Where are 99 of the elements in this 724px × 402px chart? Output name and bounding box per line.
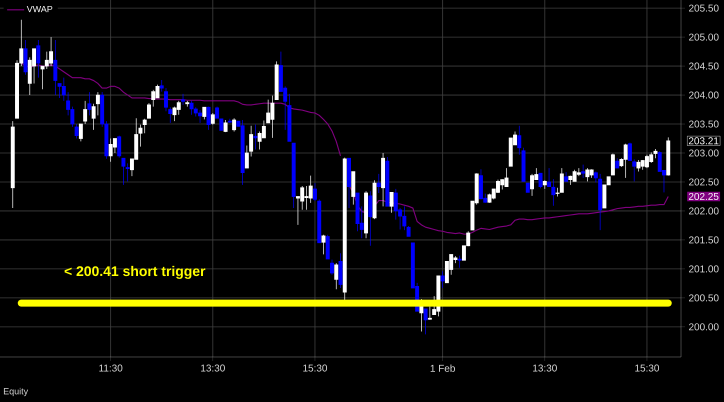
candlestick bbox=[121, 158, 126, 186]
candlestick bbox=[424, 308, 428, 335]
candlestick bbox=[381, 152, 386, 207]
candlestick bbox=[610, 153, 615, 176]
candlestick bbox=[74, 124, 79, 139]
x-tick-label: 15:30 bbox=[303, 364, 328, 372]
x-tick-label: 13:30 bbox=[201, 364, 225, 372]
candlestick bbox=[654, 148, 658, 159]
candlestick bbox=[215, 106, 220, 119]
candlestick bbox=[551, 178, 556, 206]
candlestick bbox=[522, 147, 526, 182]
candlestick bbox=[560, 168, 564, 193]
candlestick bbox=[458, 255, 462, 268]
candlestick bbox=[224, 120, 228, 132]
candlestick bbox=[49, 36, 54, 66]
candlestick bbox=[249, 125, 254, 157]
y-tick-label: 204.00 bbox=[689, 92, 719, 99]
candlestick bbox=[83, 100, 88, 124]
candlestick bbox=[628, 142, 632, 161]
candlestick bbox=[547, 168, 552, 187]
y-tick-label: 203.00 bbox=[689, 149, 719, 157]
candlestick bbox=[232, 118, 236, 132]
candlestick bbox=[24, 40, 28, 76]
candlestick bbox=[624, 143, 628, 178]
candlestick bbox=[615, 158, 620, 168]
candlestick bbox=[202, 106, 206, 120]
candlestick bbox=[330, 259, 334, 276]
candlestick bbox=[313, 182, 317, 202]
candlestick bbox=[538, 172, 543, 189]
ref-line-label: < 200.41 short trigger bbox=[64, 266, 206, 279]
candlestick bbox=[338, 252, 342, 288]
candlestick bbox=[385, 156, 390, 207]
text: Equity bbox=[4, 388, 28, 396]
candlestick bbox=[322, 234, 326, 255]
candlestick bbox=[572, 169, 577, 182]
candlestick bbox=[636, 160, 640, 172]
candlestick bbox=[372, 180, 377, 220]
candlestick bbox=[287, 94, 292, 142]
candlestick bbox=[564, 172, 568, 182]
candlestick bbox=[160, 80, 164, 92]
candlestick bbox=[428, 306, 432, 320]
candlestick bbox=[585, 168, 590, 182]
x-tick-label: 15:30 bbox=[635, 364, 660, 372]
y-tick-label: 205.50 bbox=[689, 4, 719, 12]
candlestick bbox=[376, 174, 381, 194]
candlestick bbox=[92, 103, 96, 130]
candlestick bbox=[219, 118, 224, 131]
candlestick bbox=[402, 206, 406, 230]
candlestick bbox=[198, 110, 202, 124]
candlestick bbox=[594, 171, 598, 183]
y-tick-label: 200.50 bbox=[689, 294, 719, 302]
y-tick-label: 203.50 bbox=[689, 120, 719, 128]
y-tick-label: 201.50 bbox=[689, 236, 719, 244]
candlestick bbox=[210, 112, 215, 125]
y-tick-label: 201.00 bbox=[689, 265, 719, 272]
candlestick bbox=[253, 124, 258, 150]
candlestick bbox=[390, 192, 394, 214]
candlestick bbox=[504, 168, 508, 187]
candlestick bbox=[581, 164, 586, 178]
candlestick bbox=[206, 106, 211, 130]
candlestick bbox=[147, 102, 151, 119]
candlestick bbox=[96, 92, 100, 116]
candlestick bbox=[364, 190, 368, 239]
candlestick bbox=[168, 106, 172, 124]
legend-label: VWAP bbox=[26, 6, 52, 12]
y-tick-label: 200.00 bbox=[689, 323, 719, 330]
candlestick bbox=[598, 174, 602, 230]
candlestick bbox=[181, 94, 185, 106]
candlestick bbox=[478, 168, 483, 200]
y-tick-label: 205.00 bbox=[689, 34, 719, 41]
y-tick-label: 204.50 bbox=[689, 62, 719, 70]
y-tick-label: 202.00 bbox=[689, 207, 719, 214]
candlestick bbox=[440, 270, 445, 288]
candlestick bbox=[644, 154, 649, 168]
text: 203.21 bbox=[688, 137, 718, 144]
x-tick-label: 1 Feb bbox=[430, 364, 455, 372]
candlestick bbox=[36, 40, 40, 78]
candlestick bbox=[244, 145, 249, 168]
candlestick bbox=[419, 298, 424, 332]
candlestick bbox=[368, 190, 372, 246]
candlestick bbox=[185, 100, 190, 107]
candlestick bbox=[542, 180, 547, 190]
candlestick bbox=[53, 40, 58, 96]
candlestick bbox=[240, 120, 245, 186]
x-tick-label: 11:30 bbox=[99, 364, 122, 372]
candlestick bbox=[590, 168, 594, 178]
y-tick-label: 202.50 bbox=[689, 178, 719, 186]
candlestick bbox=[78, 124, 83, 142]
candlestick bbox=[87, 92, 92, 116]
text: 202.25 bbox=[688, 192, 718, 200]
candlestick bbox=[347, 158, 351, 208]
candlestick bbox=[117, 135, 122, 158]
candlestick bbox=[164, 88, 168, 112]
candlestick bbox=[632, 159, 636, 182]
candlestick bbox=[108, 138, 113, 162]
candlestick bbox=[292, 142, 296, 208]
candlestick bbox=[62, 77, 66, 102]
candlestick bbox=[406, 226, 411, 237]
x-tick-label: 13:30 bbox=[533, 364, 557, 372]
